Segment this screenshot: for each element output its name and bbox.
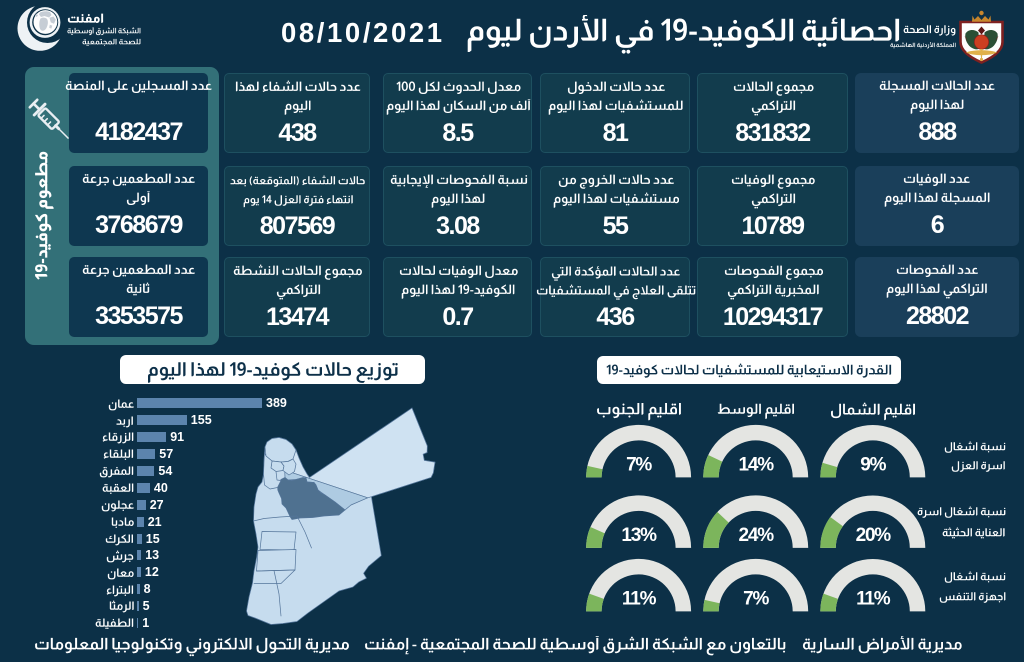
svg-text:11%: 11% [622, 588, 657, 609]
svg-text:11%: 11% [856, 588, 891, 609]
svg-text:7%: 7% [626, 454, 652, 475]
svg-text:13%: 13% [621, 525, 657, 546]
svg-text:20%: 20% [856, 525, 892, 546]
svg-text:9%: 9% [860, 454, 886, 475]
svg-text:7%: 7% [743, 588, 769, 609]
svg-text:14%: 14% [738, 454, 774, 475]
svg-text:24%: 24% [738, 525, 774, 546]
